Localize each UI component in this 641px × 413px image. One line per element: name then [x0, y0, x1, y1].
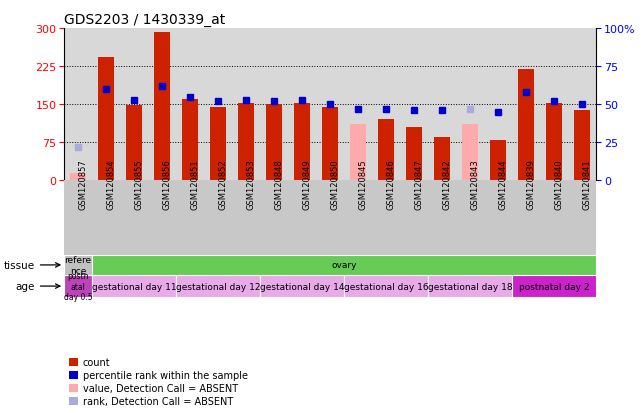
Text: GSM120841: GSM120841: [582, 159, 591, 210]
Bar: [322, 107, 338, 181]
Text: ovary: ovary: [331, 261, 357, 270]
Text: gestational day 12: gestational day 12: [176, 282, 260, 291]
Text: gestational day 18: gestational day 18: [428, 282, 512, 291]
Text: GSM120846: GSM120846: [386, 159, 395, 210]
Bar: [99, 58, 114, 181]
Text: tissue: tissue: [4, 260, 60, 270]
Text: GSM120845: GSM120845: [358, 159, 367, 210]
Bar: [428, 275, 512, 297]
Text: GSM120855: GSM120855: [134, 159, 143, 210]
Text: GSM120842: GSM120842: [442, 159, 451, 210]
Bar: [92, 275, 176, 297]
Text: GSM120853: GSM120853: [246, 159, 255, 210]
Bar: [64, 255, 92, 275]
Text: GSM120839: GSM120839: [526, 159, 535, 210]
Bar: [64, 275, 92, 297]
Bar: [351, 125, 366, 181]
Text: postn
atal
day 0.5: postn atal day 0.5: [64, 271, 92, 301]
Text: GSM120856: GSM120856: [162, 159, 171, 210]
Text: GSM120844: GSM120844: [498, 159, 507, 210]
Bar: [490, 140, 506, 181]
Text: GSM120857: GSM120857: [78, 159, 87, 210]
Text: GSM120849: GSM120849: [302, 159, 311, 210]
Bar: [406, 128, 422, 181]
Bar: [238, 104, 254, 181]
Text: GSM120854: GSM120854: [106, 159, 115, 210]
Bar: [154, 33, 170, 181]
Text: gestational day 14: gestational day 14: [260, 282, 344, 291]
Bar: [71, 173, 86, 181]
Bar: [176, 275, 260, 297]
Text: gestational day 16: gestational day 16: [344, 282, 428, 291]
Legend: count, percentile rank within the sample, value, Detection Call = ABSENT, rank, : count, percentile rank within the sample…: [69, 358, 247, 406]
Text: gestational day 11: gestational day 11: [92, 282, 176, 291]
Text: GDS2203 / 1430339_at: GDS2203 / 1430339_at: [64, 12, 226, 26]
Bar: [519, 69, 534, 181]
Bar: [260, 275, 344, 297]
Text: GSM120840: GSM120840: [554, 159, 563, 210]
Bar: [574, 111, 590, 181]
Bar: [294, 104, 310, 181]
Text: refere
nce: refere nce: [65, 256, 92, 275]
Bar: [378, 120, 394, 181]
Text: GSM120847: GSM120847: [414, 159, 423, 210]
Bar: [210, 108, 226, 181]
Text: GSM120852: GSM120852: [218, 159, 227, 210]
Bar: [344, 275, 428, 297]
Text: GSM120848: GSM120848: [274, 159, 283, 210]
Bar: [183, 100, 198, 181]
Text: postnatal day 2: postnatal day 2: [519, 282, 589, 291]
Text: age: age: [15, 281, 60, 292]
Bar: [512, 275, 596, 297]
Bar: [267, 105, 282, 181]
Bar: [435, 138, 450, 181]
Text: GSM120851: GSM120851: [190, 159, 199, 210]
Text: GSM120843: GSM120843: [470, 159, 479, 210]
Bar: [462, 125, 478, 181]
Bar: [546, 104, 562, 181]
Bar: [126, 106, 142, 181]
Text: GSM120850: GSM120850: [330, 159, 339, 210]
